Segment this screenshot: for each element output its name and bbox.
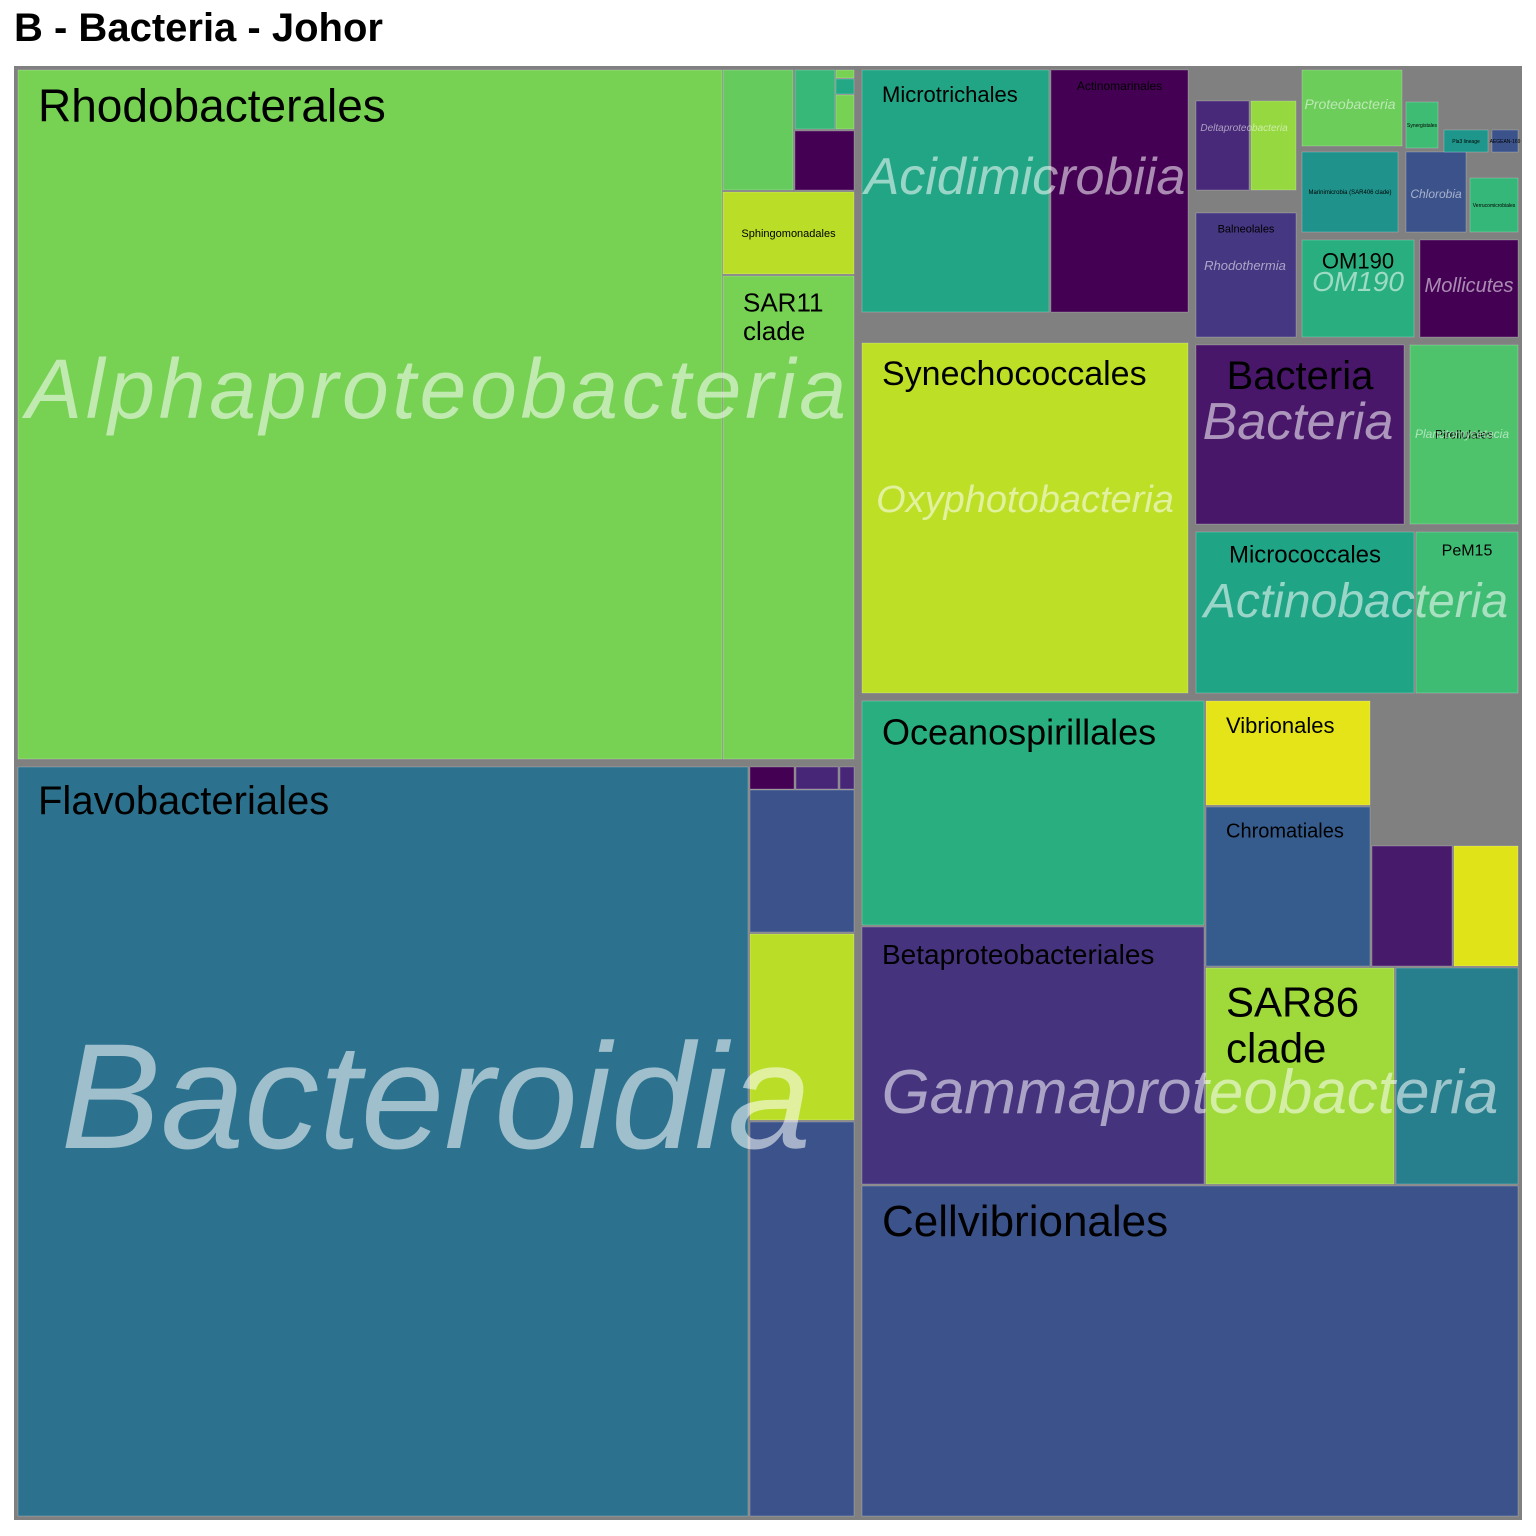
order-label: Bacteria [1227, 354, 1374, 398]
treemap-tile [1371, 845, 1453, 967]
treemap-tile [861, 1185, 1519, 1517]
class-label: Planctomycetacia [1415, 427, 1509, 441]
class-label: Chlorobia [1410, 187, 1462, 201]
order-label: OM190 [1322, 249, 1394, 274]
order-label: Betaproteobacteriales [882, 939, 1154, 970]
treemap-tile [861, 69, 1050, 313]
order-label: Sphingomonadales [741, 228, 836, 240]
class-label: Bacteria [1203, 393, 1394, 451]
order-label: Synechococcales [882, 355, 1147, 393]
treemap-tile [1195, 212, 1297, 338]
treemap-tile [1415, 531, 1519, 694]
treemap-tile [17, 69, 723, 760]
treemap-tile [1301, 69, 1403, 147]
order-label: Actinomarinales [1077, 79, 1162, 93]
treemap-tile [835, 69, 855, 79]
order-label: Flavobacteriales [38, 779, 329, 823]
treemap-tile [749, 766, 795, 790]
class-label: Acidimicrobiia [862, 148, 1186, 206]
chart-title: B - Bacteria - Johor [14, 6, 383, 50]
treemap-tile [1195, 531, 1415, 694]
class-label: Alphaproteobacteria [21, 342, 846, 436]
treemap-tile [861, 700, 1205, 926]
class-label: Proteobacteria [1304, 96, 1395, 112]
treemap-tile [795, 766, 839, 790]
treemap-tile [749, 789, 855, 933]
treemap-tile [1250, 100, 1297, 191]
treemap-tile [835, 94, 855, 130]
treemap-tile [1453, 845, 1519, 967]
order-label: Verrucomicrobiales [1473, 203, 1516, 209]
treemap-tile [1491, 129, 1519, 153]
class-label: Rhodothermia [1204, 258, 1286, 273]
treemap-tile [1405, 151, 1467, 233]
order-label: Rhodobacterales [38, 80, 386, 132]
class-label: Gammaproteobacteria [882, 1058, 1499, 1127]
order-label: SAR11 clade [743, 287, 823, 346]
class-label: Oxyphotobacteria [876, 479, 1174, 521]
treemap-tile [1469, 177, 1519, 233]
treemap-tile [1205, 806, 1371, 967]
treemap-tile [1195, 344, 1405, 525]
order-label: PeM15 [1442, 543, 1493, 560]
order-label: Pirellulales [1435, 428, 1493, 442]
treemap-tile [1405, 101, 1439, 149]
order-label: Marinimicrobia (SAR406 clade) [1308, 190, 1391, 196]
order-label: SAR86 clade [1226, 978, 1359, 1071]
order-label: Synergistales [1407, 123, 1438, 129]
treemap-tile [1395, 967, 1519, 1185]
treemap-tile [794, 69, 836, 130]
treemap-tile [1205, 700, 1371, 806]
order-label: Cellvibrionales [882, 1197, 1168, 1246]
treemap-tile [1195, 100, 1250, 191]
treemap-tile [1443, 129, 1489, 153]
class-label: Bacteroidia [61, 1012, 811, 1180]
order-label: Chromatiales [1226, 820, 1344, 842]
class-label: Mollicutes [1425, 275, 1514, 297]
treemap-tile [1301, 151, 1399, 233]
treemap-tile [17, 766, 749, 1517]
treemap-tile [861, 342, 1189, 694]
treemap-tile [1419, 239, 1519, 338]
treemap-tile [722, 191, 855, 275]
class-label: Actinobacteria [1201, 575, 1508, 628]
treemap-tile [1205, 967, 1395, 1185]
treemap-tile [839, 766, 855, 790]
treemap-tile [794, 130, 855, 191]
order-label: Oceanospirillales [882, 712, 1156, 753]
treemap-tile [722, 69, 794, 191]
treemap-tile [835, 78, 855, 95]
order-label: Micrococcales [1229, 541, 1381, 568]
order-label: Pla3 lineage [1452, 139, 1480, 145]
class-label: Deltaproteobacteria [1200, 123, 1288, 134]
order-label: AEGEAN-169 [1490, 139, 1521, 145]
treemap-tile [1050, 69, 1189, 313]
order-label: Microtrichales [882, 82, 1018, 107]
order-label: Balneolales [1218, 223, 1275, 235]
treemap-tile [749, 933, 855, 1121]
class-label: OM190 [1312, 266, 1404, 297]
treemap-tile [1301, 239, 1415, 338]
treemap-tile [861, 926, 1205, 1185]
treemap-tile [1409, 344, 1519, 525]
treemap-tile [749, 1121, 855, 1517]
order-label: Vibrionales [1226, 713, 1334, 738]
treemap-tile [722, 275, 855, 760]
